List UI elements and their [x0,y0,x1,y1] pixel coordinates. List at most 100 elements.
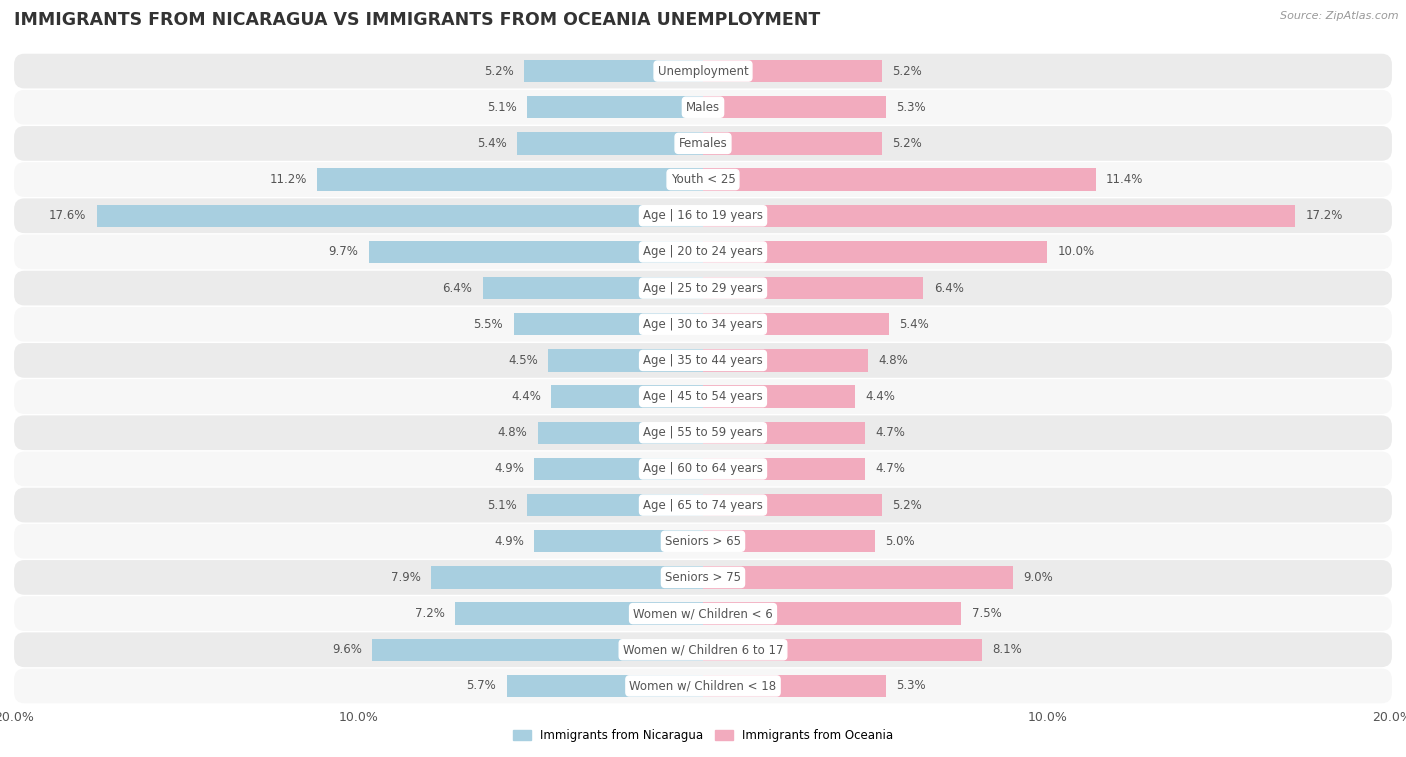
FancyBboxPatch shape [14,488,1392,522]
Bar [368,241,703,263]
Bar [703,204,1295,227]
Text: 5.2%: 5.2% [893,499,922,512]
Text: Age | 45 to 54 years: Age | 45 to 54 years [643,390,763,403]
FancyBboxPatch shape [14,54,1392,89]
Text: Age | 35 to 44 years: Age | 35 to 44 years [643,354,763,367]
Bar [703,132,882,154]
Text: 4.7%: 4.7% [875,463,905,475]
Bar [517,132,703,154]
Text: 17.2%: 17.2% [1306,209,1343,223]
Text: Age | 16 to 19 years: Age | 16 to 19 years [643,209,763,223]
Text: Women w/ Children < 18: Women w/ Children < 18 [630,680,776,693]
Text: 5.2%: 5.2% [893,64,922,77]
Text: Women w/ Children < 18: Women w/ Children < 18 [630,680,776,693]
Text: 4.9%: 4.9% [494,463,524,475]
Text: Age | 20 to 24 years: Age | 20 to 24 years [643,245,763,258]
Bar [537,422,703,444]
Text: 9.0%: 9.0% [1024,571,1053,584]
Bar [97,204,703,227]
FancyBboxPatch shape [14,162,1392,197]
Text: Males: Males [686,101,720,114]
FancyBboxPatch shape [14,524,1392,559]
Bar [703,603,962,625]
Bar [513,313,703,335]
FancyBboxPatch shape [14,198,1392,233]
FancyBboxPatch shape [14,90,1392,125]
Text: 5.1%: 5.1% [488,101,517,114]
Text: 4.8%: 4.8% [498,426,527,439]
Text: Seniors > 65: Seniors > 65 [665,534,741,548]
Bar [456,603,703,625]
Bar [527,494,703,516]
Text: 7.2%: 7.2% [415,607,444,620]
FancyBboxPatch shape [14,416,1392,450]
Text: Age | 16 to 19 years: Age | 16 to 19 years [643,209,763,223]
Bar [318,168,703,191]
Text: Age | 25 to 29 years: Age | 25 to 29 years [643,282,763,294]
Text: 7.5%: 7.5% [972,607,1001,620]
Text: IMMIGRANTS FROM NICARAGUA VS IMMIGRANTS FROM OCEANIA UNEMPLOYMENT: IMMIGRANTS FROM NICARAGUA VS IMMIGRANTS … [14,11,820,30]
Text: 4.4%: 4.4% [865,390,894,403]
Text: 4.4%: 4.4% [512,390,541,403]
FancyBboxPatch shape [14,271,1392,305]
Bar [703,566,1012,589]
FancyBboxPatch shape [14,307,1392,341]
Legend: Immigrants from Nicaragua, Immigrants from Oceania: Immigrants from Nicaragua, Immigrants fr… [508,724,898,747]
Text: 11.4%: 11.4% [1107,173,1143,186]
Text: Age | 30 to 34 years: Age | 30 to 34 years [643,318,763,331]
Text: Age | 45 to 54 years: Age | 45 to 54 years [643,390,763,403]
Bar [482,277,703,299]
Text: 5.3%: 5.3% [896,680,925,693]
Bar [703,241,1047,263]
Text: 4.7%: 4.7% [875,426,905,439]
Text: Age | 60 to 64 years: Age | 60 to 64 years [643,463,763,475]
Text: 5.2%: 5.2% [893,137,922,150]
Text: 7.9%: 7.9% [391,571,420,584]
Bar [548,349,703,372]
Text: Females: Females [679,137,727,150]
Text: 10.0%: 10.0% [1057,245,1095,258]
Text: 9.6%: 9.6% [332,643,361,656]
Text: 5.5%: 5.5% [474,318,503,331]
Bar [527,96,703,118]
Text: Youth < 25: Youth < 25 [671,173,735,186]
Text: Women w/ Children 6 to 17: Women w/ Children 6 to 17 [623,643,783,656]
FancyBboxPatch shape [14,560,1392,595]
Text: Age | 30 to 34 years: Age | 30 to 34 years [643,318,763,331]
Text: 6.4%: 6.4% [443,282,472,294]
Bar [703,530,875,553]
Text: 5.0%: 5.0% [886,534,915,548]
Text: Seniors > 75: Seniors > 75 [665,571,741,584]
Text: Age | 25 to 29 years: Age | 25 to 29 years [643,282,763,294]
Bar [534,530,703,553]
Bar [703,385,855,408]
Text: 5.1%: 5.1% [488,499,517,512]
Bar [551,385,703,408]
Text: 4.5%: 4.5% [508,354,537,367]
Text: Youth < 25: Youth < 25 [671,173,735,186]
FancyBboxPatch shape [14,597,1392,631]
Bar [524,60,703,83]
Bar [703,168,1095,191]
Bar [703,458,865,480]
Bar [703,674,886,697]
Bar [703,639,981,661]
Text: Age | 55 to 59 years: Age | 55 to 59 years [643,426,763,439]
Text: Women w/ Children < 6: Women w/ Children < 6 [633,607,773,620]
Text: 5.7%: 5.7% [467,680,496,693]
Text: Women w/ Children < 6: Women w/ Children < 6 [633,607,773,620]
Text: Age | 55 to 59 years: Age | 55 to 59 years [643,426,763,439]
Text: 17.6%: 17.6% [49,209,86,223]
Bar [534,458,703,480]
Text: Age | 65 to 74 years: Age | 65 to 74 years [643,499,763,512]
Text: Age | 35 to 44 years: Age | 35 to 44 years [643,354,763,367]
Bar [430,566,703,589]
Bar [373,639,703,661]
FancyBboxPatch shape [14,668,1392,703]
Bar [703,422,865,444]
FancyBboxPatch shape [14,379,1392,414]
Text: Source: ZipAtlas.com: Source: ZipAtlas.com [1281,11,1399,21]
Text: Seniors > 75: Seniors > 75 [665,571,741,584]
Text: Seniors > 65: Seniors > 65 [665,534,741,548]
Text: Age | 60 to 64 years: Age | 60 to 64 years [643,463,763,475]
